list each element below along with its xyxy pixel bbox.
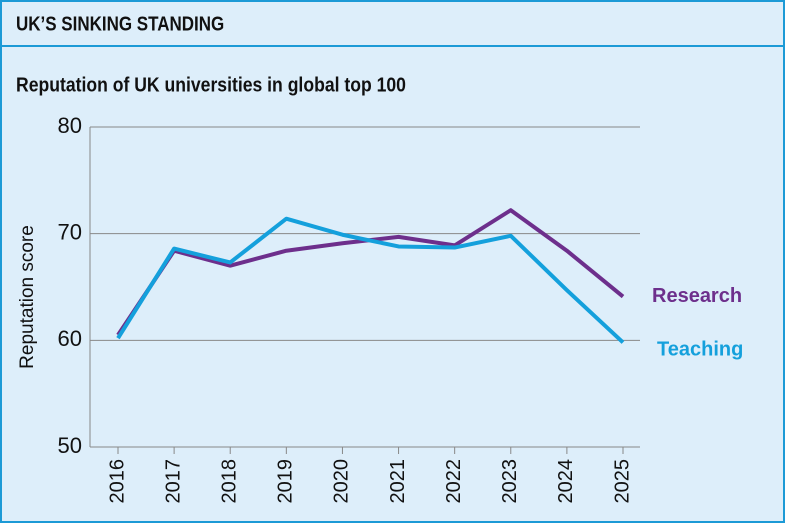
header-title: UK’S SINKING STANDING <box>16 12 224 35</box>
x-tick-label: 2021 <box>387 459 409 504</box>
x-tick-label: 2019 <box>275 459 297 504</box>
x-tick-label: 2024 <box>555 459 577 504</box>
y-axis-label: Reputation score <box>17 225 38 369</box>
y-tick-label: 60 <box>58 326 82 351</box>
x-tick-label: 2020 <box>331 459 353 504</box>
x-tick-label: 2017 <box>162 459 184 504</box>
x-tick-label: 2016 <box>106 459 128 504</box>
x-tick-label: 2022 <box>443 459 465 504</box>
chart-title: Reputation of UK universities in global … <box>16 73 406 95</box>
x-tick-label: 2023 <box>499 459 521 504</box>
y-tick-label: 50 <box>58 433 82 458</box>
x-tick-label: 2018 <box>219 459 241 504</box>
x-tick-label: 2025 <box>611 459 633 504</box>
y-tick-label: 80 <box>58 113 82 138</box>
series-label: Research <box>652 285 742 307</box>
y-tick-label: 70 <box>58 219 82 244</box>
series-label: Teaching <box>657 339 743 361</box>
line-series <box>116 216 625 344</box>
